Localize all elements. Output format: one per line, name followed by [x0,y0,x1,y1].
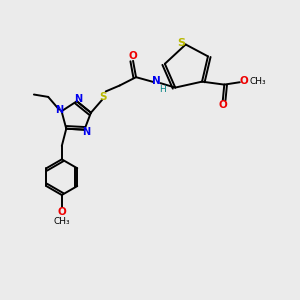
Text: H: H [159,85,166,94]
Text: O: O [57,207,66,217]
Text: N: N [74,94,82,104]
Text: O: O [128,51,137,61]
Text: S: S [177,38,185,48]
Text: N: N [55,105,63,115]
Text: CH₃: CH₃ [53,217,70,226]
Text: O: O [218,100,227,110]
Text: O: O [240,76,249,86]
Text: CH₃: CH₃ [250,77,266,86]
Text: S: S [99,92,106,102]
Text: N: N [82,127,90,137]
Text: N: N [152,76,161,86]
